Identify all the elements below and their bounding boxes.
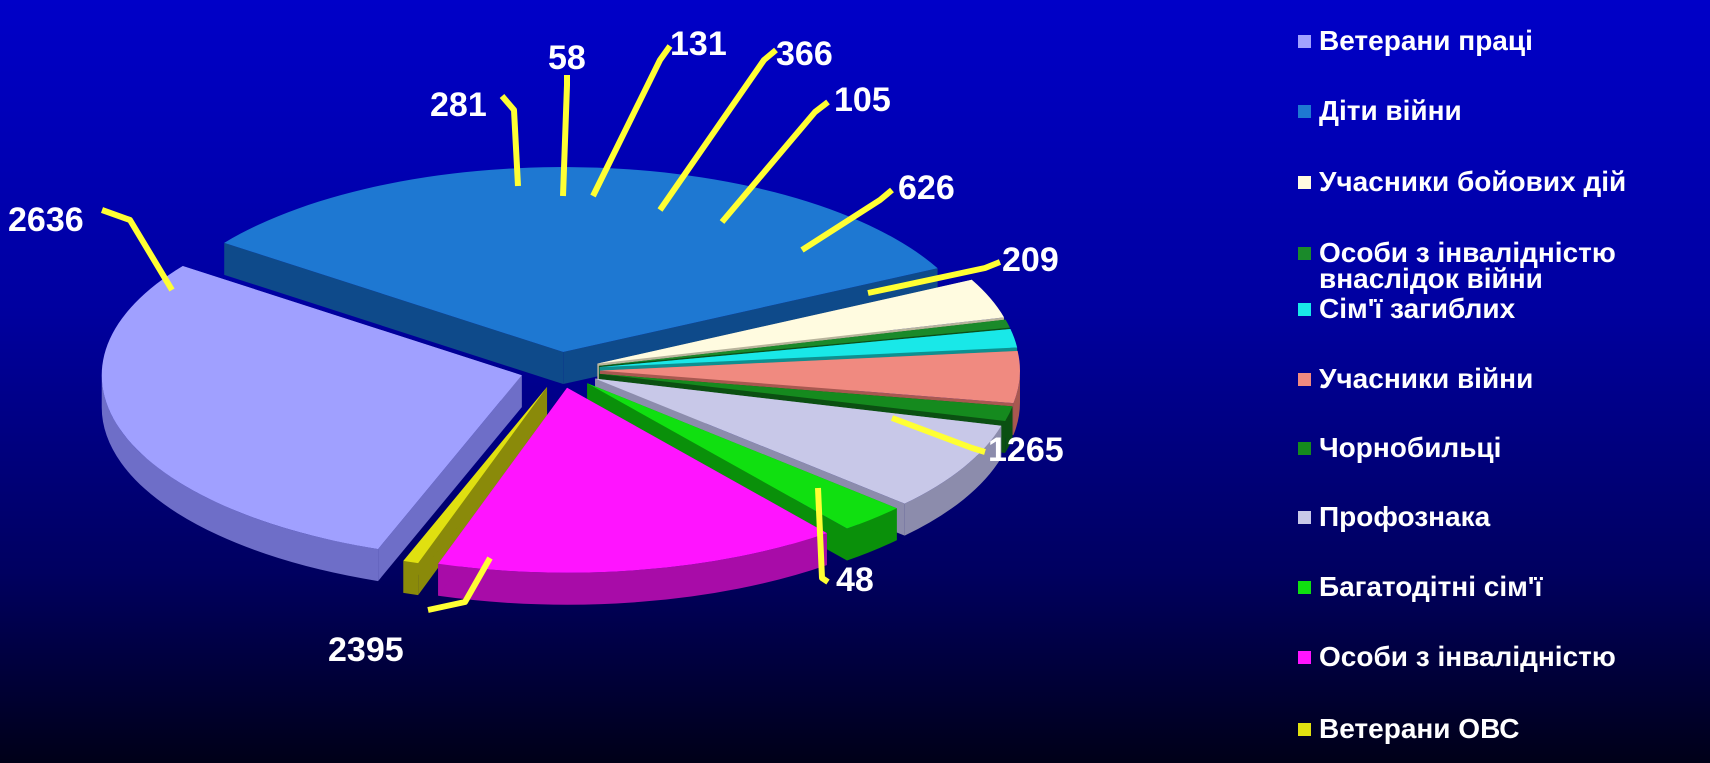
pie-slice: [101, 266, 522, 582]
pie-slice: [438, 387, 827, 605]
pie-slice-top: [598, 319, 1010, 366]
leader-line: [499, 94, 521, 187]
legend-label: Профознака: [1319, 501, 1491, 532]
leader-lines: [100, 44, 1002, 613]
legend-item: Профознака: [1298, 501, 1491, 532]
pie-slice: [403, 387, 548, 596]
leader-line: [890, 415, 986, 455]
leader-line: [815, 487, 830, 585]
data-label: 626: [898, 169, 955, 207]
legend-swatch: [1298, 723, 1311, 736]
legend-label: Ветерани праці: [1319, 25, 1533, 56]
pie-slice-edge: [403, 387, 548, 593]
data-label: 105: [834, 81, 891, 119]
pie-slice-top: [403, 387, 548, 564]
leader-line: [100, 207, 175, 292]
leader-line: [719, 99, 830, 224]
legend-swatch: [1298, 581, 1311, 594]
data-label: 209: [1002, 241, 1059, 279]
legend-item: Багатодітні сім'ї: [1298, 571, 1543, 602]
pie-slice-top: [595, 378, 1002, 504]
data-label: 58: [548, 39, 586, 77]
pie-slice-top: [101, 266, 522, 550]
legend-item: Учасники бойових дій: [1298, 166, 1627, 197]
legend-label: Учасники бойових дій: [1319, 166, 1627, 197]
legend-item: Особи з інвалідністю внаслідок війни: [1298, 237, 1616, 294]
leader-line: [867, 259, 1002, 296]
legend-swatch: [1298, 247, 1311, 260]
pie-slice-side: [101, 375, 379, 582]
legend-swatch: [1298, 651, 1311, 664]
data-label: 2395: [328, 631, 404, 669]
legend-item: Сім'ї загиблих: [1298, 293, 1516, 324]
legend-label: Діти війни: [1319, 95, 1462, 126]
legend-swatch: [1298, 176, 1311, 189]
pie-slice-top: [597, 279, 1005, 364]
legend-item: Ветерани праці: [1298, 25, 1533, 56]
leader-line: [800, 187, 894, 253]
leader-line: [657, 47, 778, 212]
pie-slice-top: [438, 387, 827, 573]
legend-swatch: [1298, 35, 1311, 48]
leader-line: [560, 75, 570, 197]
pie-slice-edge: [224, 242, 564, 385]
legend-item: Ветерани ОВС: [1298, 713, 1520, 744]
pie-slice-top: [599, 350, 1020, 404]
legend-swatch: [1298, 442, 1311, 455]
legend-label: Особи з інвалідністю: [1319, 641, 1616, 672]
pie-slice-edge: [378, 375, 522, 582]
data-label: 366: [776, 35, 833, 73]
pie-slices: [101, 167, 1020, 605]
legend-label: Учасники війни: [1319, 363, 1534, 394]
legend-swatch: [1298, 105, 1311, 118]
leader-line: [590, 44, 673, 198]
legend-item: Особи з інвалідністю: [1298, 641, 1616, 672]
legend-label: Особи з інвалідністю внаслідок війни: [1319, 237, 1616, 294]
pie-slice-top: [599, 373, 1013, 422]
legend-label: Ветерани ОВС: [1319, 713, 1520, 744]
data-label: 2636: [8, 201, 84, 239]
data-label: 1265: [988, 431, 1064, 469]
legend-item: Учасники війни: [1298, 363, 1534, 394]
legend-label: Чорнобильці: [1319, 432, 1502, 463]
pie-slice-top: [224, 167, 938, 353]
legend-swatch: [1298, 511, 1311, 524]
pie-slice-side: [438, 533, 827, 605]
legend-swatch: [1298, 303, 1311, 316]
legend-label: Багатодітні сім'ї: [1319, 571, 1543, 602]
pie-slice-side: [1013, 370, 1020, 436]
legend-label: Сім'ї загиблих: [1319, 293, 1516, 324]
legend-item: Діти війни: [1298, 95, 1462, 126]
data-label: 131: [670, 25, 727, 63]
legend-swatch: [1298, 373, 1311, 386]
data-label: 48: [836, 561, 874, 599]
data-label: 281: [430, 86, 487, 124]
pie-slice-side: [904, 425, 1002, 536]
legend-item: Чорнобильці: [1298, 432, 1502, 463]
leader-line: [427, 556, 493, 613]
pie-slice-top: [599, 328, 1018, 368]
